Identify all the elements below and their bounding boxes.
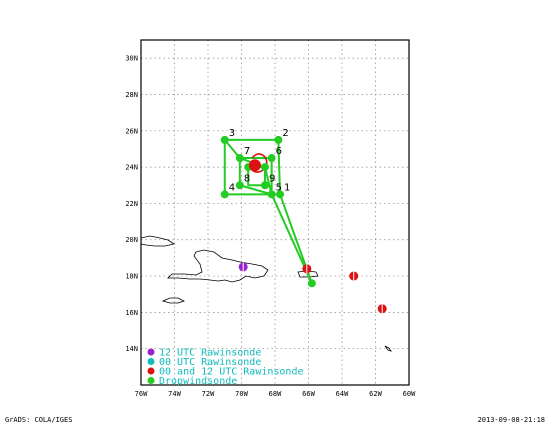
x-tick-label: 66W [302,390,315,398]
footer-right: 2013-09-08-21:18 [478,416,545,424]
dropwindsonde-point [267,154,276,163]
y-tick-label: 24N [125,164,138,172]
storm-center-marker [248,159,261,172]
sonde-points: 1 2 3 4 5 6 7 8 9 [220,128,387,314]
y-tick-label: 20N [125,236,138,244]
dropwindsonde-point [220,190,229,199]
plot-frame [140,39,410,386]
storm-spiral [249,153,268,173]
x-tick-label: 72W [202,390,215,398]
dropwindsonde-point [260,181,269,190]
y-tick-label: 22N [125,200,138,208]
dropwindsonde-point [307,279,316,288]
y-tick-label: 16N [125,309,138,317]
legend-label: 00 and 12 UTC Rawinsonde [159,367,304,378]
dropwindsonde-point [274,135,283,144]
legend-marker [147,367,155,375]
dropwindsonde-point [220,135,229,144]
x-tick-label: 70W [235,390,248,398]
dropwindsonde-label: 4 [229,182,235,193]
legend-marker [147,358,155,365]
dropwindsonde-label: 2 [282,128,288,139]
legend-label: 12 UTC Rawinsonde [159,348,261,359]
y-tick-label: 14N [125,345,138,353]
axis-labels: 76W 74W 72W 70W 68W 66W 64W 62W 60W 14N 16N 18N 20N 2… [125,55,416,398]
legend-marker [147,377,155,384]
dropwindsonde-point [235,154,244,163]
lat-lon-grid [140,40,410,385]
dropwindsonde-label: 6 [276,146,282,157]
dropwindsonde-label: 7 [244,146,250,157]
dropwindsonde-point [235,181,244,190]
y-tick-label: 28N [125,91,138,99]
x-tick-label: 64W [336,390,349,398]
dropwindsonde-point [260,163,269,172]
x-tick-label: 60W [403,390,416,398]
legend-label: 00 UTC Rawinsonde [159,357,261,368]
coastlines [141,235,392,352]
dropwindsonde-label: 5 [276,182,282,193]
flight-track-line [223,138,313,285]
y-tick-label: 26N [125,127,138,135]
dropwindsonde-point [267,190,276,199]
x-tick-label: 62W [369,390,382,398]
flight-track [223,138,313,285]
dropwindsonde-label: 9 [269,173,275,184]
y-tick-label: 30N [125,55,138,63]
legend-marker [147,348,155,356]
x-tick-label: 68W [269,390,282,398]
coast-cuba [141,235,176,247]
x-tick-label: 74W [168,390,181,398]
y-tick-label: 18N [125,273,138,281]
legend-label: Dropwindsonde [159,376,237,387]
coast-guadeloupe [384,345,392,352]
dropwindsonde-point [276,190,285,199]
dropwindsonde-label: 8 [244,173,250,184]
coast-hispaniola [167,249,269,283]
x-tick-label: 76W [135,390,148,398]
coast-jamaica [161,297,186,304]
dropwindsonde-label: 3 [229,128,235,139]
footer-left: GrADS: COLA/IGES [5,416,72,424]
dropwindsonde-label: 1 [284,182,290,193]
